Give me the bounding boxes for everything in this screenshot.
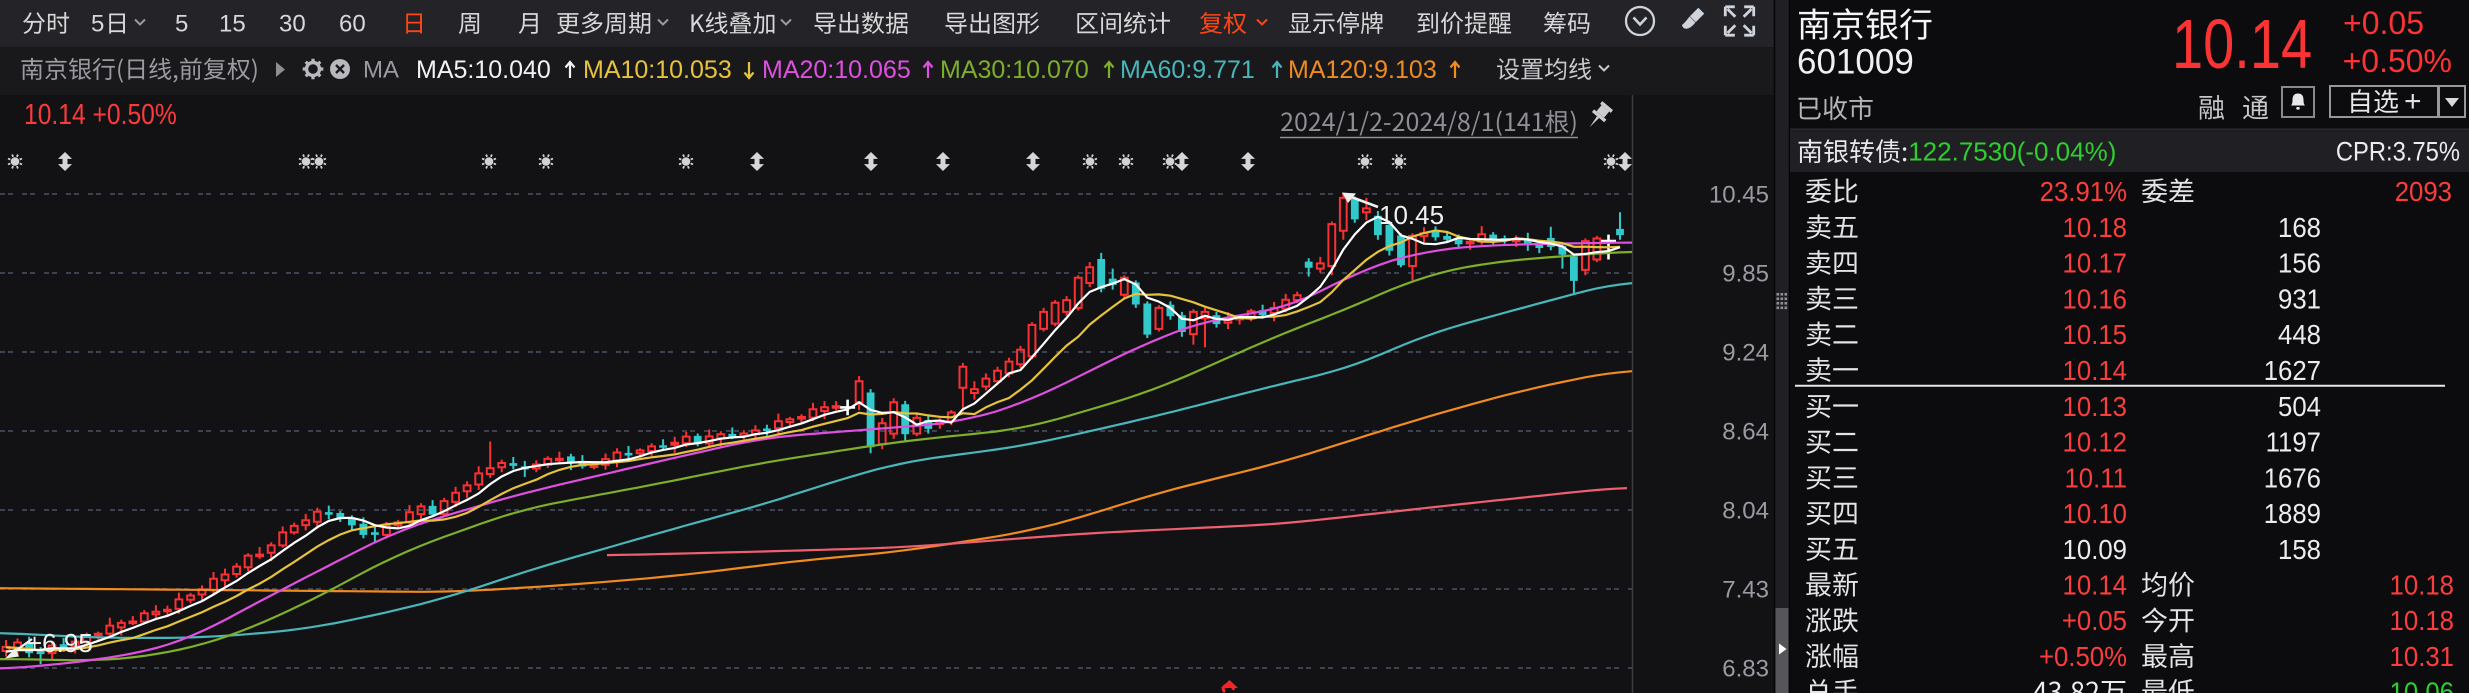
- svg-text:60: 60: [339, 11, 366, 38]
- svg-text:10.12: 10.12: [2063, 427, 2127, 458]
- svg-text:MA5:10.040: MA5:10.040: [416, 56, 551, 84]
- svg-text:+0.05: +0.05: [2343, 5, 2424, 41]
- svg-text:10.18: 10.18: [2390, 570, 2454, 601]
- svg-text:10.15: 10.15: [2063, 319, 2127, 350]
- svg-text:23.91%: 23.91%: [2040, 176, 2127, 207]
- svg-text:9.24: 9.24: [1722, 340, 1769, 367]
- svg-text:1197: 1197: [2266, 427, 2321, 458]
- svg-text:30: 30: [279, 11, 306, 38]
- svg-text:1676: 1676: [2264, 462, 2321, 493]
- svg-text:10.14: 10.14: [2063, 570, 2127, 601]
- svg-text:MA: MA: [363, 57, 399, 84]
- svg-text:15: 15: [219, 11, 246, 38]
- svg-text:+0.50%: +0.50%: [2343, 43, 2452, 79]
- svg-text:10.06: 10.06: [2390, 677, 2454, 693]
- svg-text:10.14: 10.14: [2063, 355, 2127, 386]
- svg-text:5: 5: [175, 11, 188, 38]
- svg-text:5: 5: [91, 11, 104, 38]
- svg-text:10.18: 10.18: [2063, 212, 2127, 243]
- svg-text:10.45: 10.45: [1709, 182, 1769, 209]
- svg-text:8.04: 8.04: [1722, 498, 1769, 525]
- svg-text:10.45: 10.45: [1379, 200, 1444, 230]
- svg-text:158: 158: [2278, 534, 2321, 565]
- svg-text:10.13: 10.13: [2063, 391, 2127, 422]
- svg-text:448: 448: [2278, 319, 2321, 350]
- svg-text:MA20:10.065: MA20:10.065: [762, 56, 911, 84]
- svg-text:+6.95: +6.95: [27, 628, 93, 658]
- svg-text:10.14 +0.50%: 10.14 +0.50%: [24, 98, 177, 130]
- svg-text:7.43: 7.43: [1722, 577, 1769, 604]
- svg-text:931: 931: [2278, 283, 2321, 314]
- svg-text:10.14: 10.14: [2172, 6, 2312, 83]
- svg-text:10.18: 10.18: [2390, 605, 2454, 636]
- svg-text:168: 168: [2278, 212, 2321, 243]
- svg-text:504: 504: [2278, 391, 2321, 422]
- svg-text:10.09: 10.09: [2063, 534, 2127, 565]
- svg-text:MA30:10.070: MA30:10.070: [940, 56, 1089, 84]
- svg-text:8.64: 8.64: [1722, 419, 1769, 446]
- svg-text:10.10: 10.10: [2063, 498, 2127, 529]
- svg-text:1627: 1627: [2264, 355, 2321, 386]
- svg-text:+: +: [2404, 85, 2422, 118]
- svg-text:1889: 1889: [2264, 498, 2321, 529]
- svg-text:CPR:3.75%: CPR:3.75%: [2336, 137, 2460, 167]
- svg-text:601009: 601009: [1797, 43, 1914, 82]
- svg-text:6.83: 6.83: [1722, 656, 1769, 683]
- svg-text:MA120:9.103: MA120:9.103: [1288, 56, 1437, 84]
- svg-text:2093: 2093: [2395, 176, 2452, 207]
- svg-text:9.85: 9.85: [1722, 261, 1769, 288]
- svg-text:10.31: 10.31: [2390, 641, 2454, 672]
- svg-text:122.7530(-0.04%): 122.7530(-0.04%): [1908, 137, 2116, 167]
- svg-text:+0.50%: +0.50%: [2039, 641, 2127, 672]
- svg-text:10.16: 10.16: [2063, 283, 2127, 314]
- svg-text:10.11: 10.11: [2064, 462, 2127, 493]
- svg-text:156: 156: [2278, 248, 2321, 279]
- svg-text:MA60:9.771: MA60:9.771: [1120, 56, 1255, 84]
- svg-text:MA10:10.053: MA10:10.053: [583, 56, 732, 84]
- svg-text:10.17: 10.17: [2063, 248, 2127, 279]
- svg-text:+0.05: +0.05: [2062, 605, 2127, 636]
